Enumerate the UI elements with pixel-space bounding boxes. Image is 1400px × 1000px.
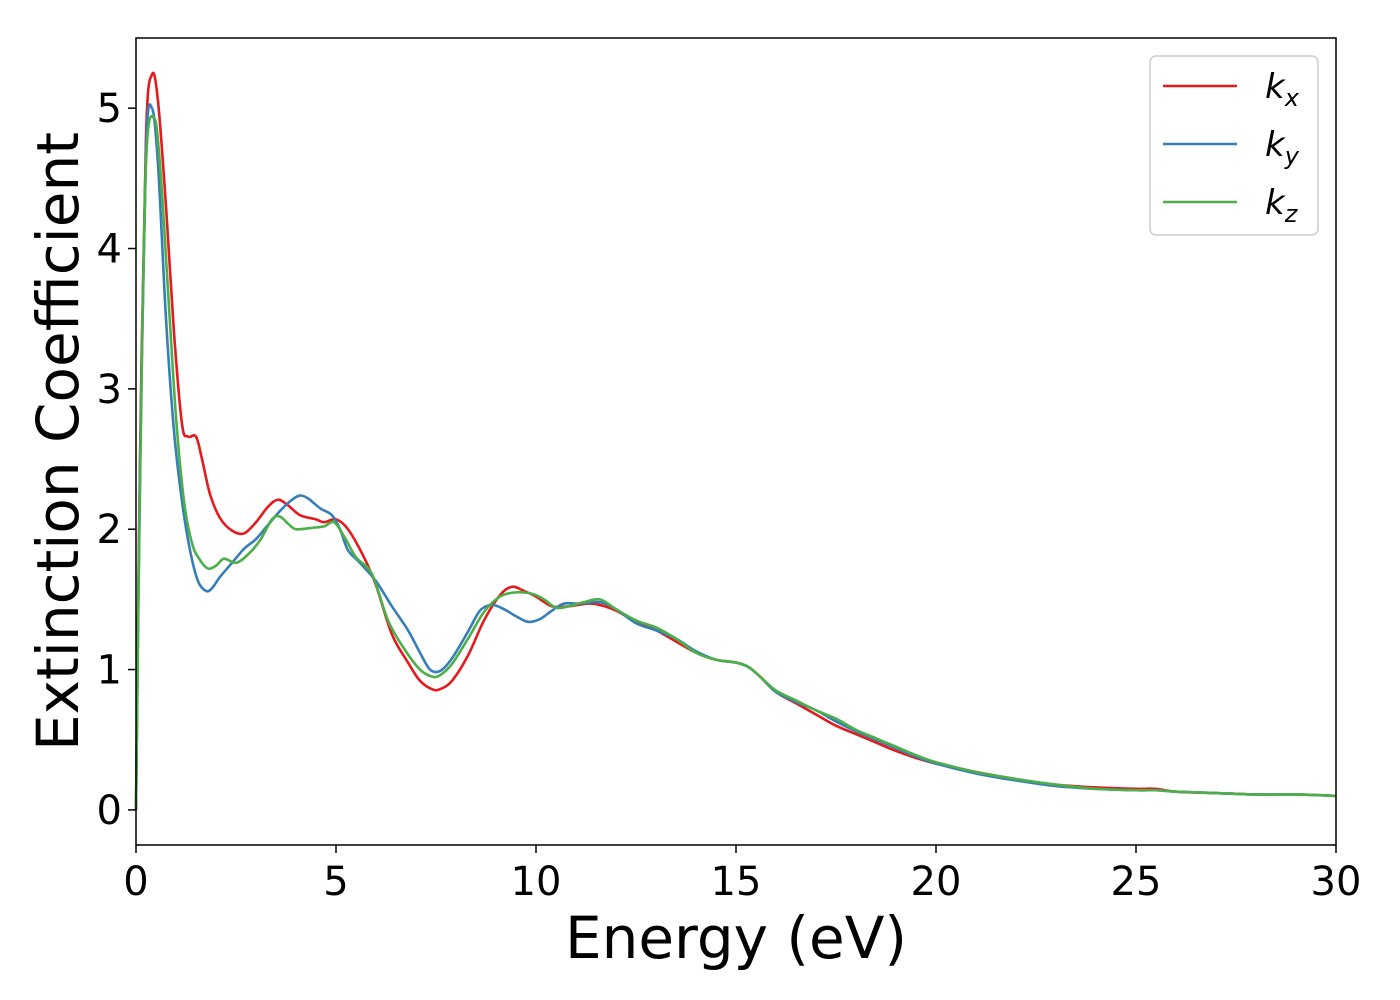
x-tick-label: 10 [511,859,562,905]
x-tick-label: 20 [911,859,962,905]
x-tick-label: 25 [1111,859,1162,905]
series-line-kz [134,115,1337,810]
x-tick-label: 5 [323,859,348,905]
x-tick-label: 0 [123,859,148,905]
plot-lines [134,71,1337,810]
y-tick-label: 2 [97,507,122,553]
y-tick-label: 5 [97,86,122,132]
series-line-kx [134,71,1337,810]
y-axis-label: Extinction Coefficient [24,132,92,751]
x-tick-label: 15 [711,859,762,905]
x-tick-label: 30 [1311,859,1362,905]
y-tick-label: 4 [97,227,122,273]
y-axis-ticks: 0 1 2 3 4 5 [97,86,136,834]
y-tick-label: 1 [97,648,122,694]
y-tick-label: 0 [97,788,122,834]
x-axis-ticks: 0 5 10 15 20 25 30 [123,845,1361,905]
legend-box [1149,55,1319,236]
y-tick-label: 3 [97,367,122,413]
x-axis-label: Energy (eV) [565,904,907,972]
